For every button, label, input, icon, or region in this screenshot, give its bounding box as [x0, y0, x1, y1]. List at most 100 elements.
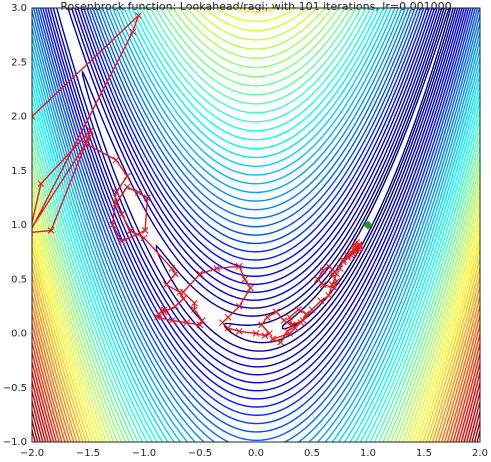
path-point-marker — [288, 321, 296, 329]
path-point-marker — [333, 278, 341, 285]
path-point-marker — [317, 297, 325, 305]
path-point-marker — [160, 306, 168, 314]
path-markers — [32, 12, 373, 346]
path-point-marker — [336, 265, 344, 272]
path-point-marker — [32, 113, 36, 120]
path-point-marker — [219, 319, 226, 327]
contour-level — [32, 8, 480, 442]
path-point-marker — [314, 275, 321, 283]
contour-level — [32, 8, 480, 442]
path-point-marker — [328, 281, 336, 289]
path-point-marker — [84, 134, 92, 142]
contour-level — [81, 8, 459, 360]
y-tick-label: 2.0 — [11, 112, 27, 123]
contour-level — [32, 8, 480, 442]
y-tick-label: 3.0 — [11, 3, 27, 14]
path-point-marker — [198, 317, 206, 324]
contour-level — [32, 8, 480, 442]
path-point-marker — [196, 270, 204, 278]
contour-level — [223, 8, 455, 344]
contour-level — [32, 8, 480, 442]
path-point-marker — [252, 330, 260, 337]
path-point-marker — [319, 267, 327, 274]
path-point-marker — [171, 270, 179, 278]
contour-level — [32, 8, 480, 442]
path-point-marker — [135, 12, 142, 19]
x-tick-label: −1.5 — [76, 448, 100, 459]
path-point-marker — [127, 227, 134, 234]
y-tick-label: 2.5 — [11, 57, 27, 68]
path-point-marker — [295, 306, 302, 314]
path-point-marker — [331, 284, 338, 292]
path-point-marker — [347, 251, 355, 259]
path-point-marker — [247, 284, 254, 292]
path-point-marker — [140, 234, 148, 242]
path-point-marker — [235, 302, 243, 310]
path-point-marker — [286, 313, 293, 321]
path-point-marker — [37, 180, 45, 188]
path-point-marker — [112, 199, 120, 207]
path-point-marker — [303, 310, 310, 318]
contour-level — [32, 8, 480, 442]
global-minimum-marker — [363, 220, 373, 230]
contour-level — [39, 8, 474, 416]
path-line — [32, 15, 362, 344]
path-point-marker — [82, 140, 90, 148]
path-point-marker — [308, 306, 316, 314]
path-point-marker — [355, 245, 363, 253]
path-point-marker — [47, 227, 55, 234]
path-point-marker — [160, 308, 168, 316]
path-point-marker — [266, 330, 273, 337]
path-point-marker — [191, 306, 198, 314]
path-point-marker — [224, 313, 232, 321]
contour-level — [32, 8, 480, 442]
x-tick-label: −1.0 — [132, 448, 156, 459]
path-point-marker — [135, 189, 142, 196]
path-point-marker — [163, 281, 170, 289]
path-point-marker — [154, 313, 161, 321]
y-tick-label: 1.0 — [11, 220, 27, 231]
path-point-marker — [118, 210, 125, 218]
contour-level — [32, 8, 480, 442]
path-point-marker — [179, 295, 187, 303]
path-point-marker — [123, 183, 131, 191]
contour-level — [32, 8, 480, 442]
path-point-marker — [272, 308, 280, 316]
x-tick-label: 0.0 — [248, 448, 264, 459]
path-point-marker — [235, 262, 243, 270]
path-point-marker — [118, 237, 125, 245]
contour-level — [32, 8, 480, 442]
contour-level — [155, 8, 457, 352]
x-tick-label: 1.0 — [360, 448, 376, 459]
x-tick-label: 2.0 — [472, 448, 488, 459]
x-tick-label: 1.5 — [416, 448, 432, 459]
x-tick-label: 0.5 — [304, 448, 320, 459]
contour-level — [32, 8, 480, 442]
path-point-marker — [141, 227, 149, 234]
contour-level — [47, 8, 468, 392]
path-point-marker — [168, 317, 176, 324]
path-point-marker — [179, 288, 187, 296]
y-tick-label: 0.0 — [11, 329, 27, 340]
y-tick-label: −1.0 — [3, 437, 27, 448]
y-tick-label: −0.5 — [3, 383, 27, 394]
path-point-marker — [112, 156, 120, 164]
path-point-marker — [277, 338, 285, 346]
path-point-marker — [263, 313, 271, 321]
chart-title: Rosenbrock function: Lookahead/ragi; wit… — [60, 0, 451, 13]
optimizer-path — [32, 15, 362, 344]
path-point-marker — [339, 258, 347, 266]
axes: −2.0 −1.5 −1.0 −0.5 0.0 0.5 1.0 1.5 2.0 −1.0 −0.5 0… — [3, 3, 488, 459]
contour-level — [44, 8, 470, 400]
path-point-marker — [280, 317, 288, 324]
path-point-marker — [191, 299, 198, 307]
path-point-marker — [224, 324, 232, 332]
contour-level — [32, 8, 480, 442]
path-point-marker — [123, 172, 131, 180]
path-point-marker — [269, 335, 277, 343]
contour-lines — [32, 8, 480, 442]
path-point-marker — [325, 292, 333, 299]
contour-level — [52, 8, 463, 376]
y-tick-label: 1.5 — [11, 166, 27, 177]
